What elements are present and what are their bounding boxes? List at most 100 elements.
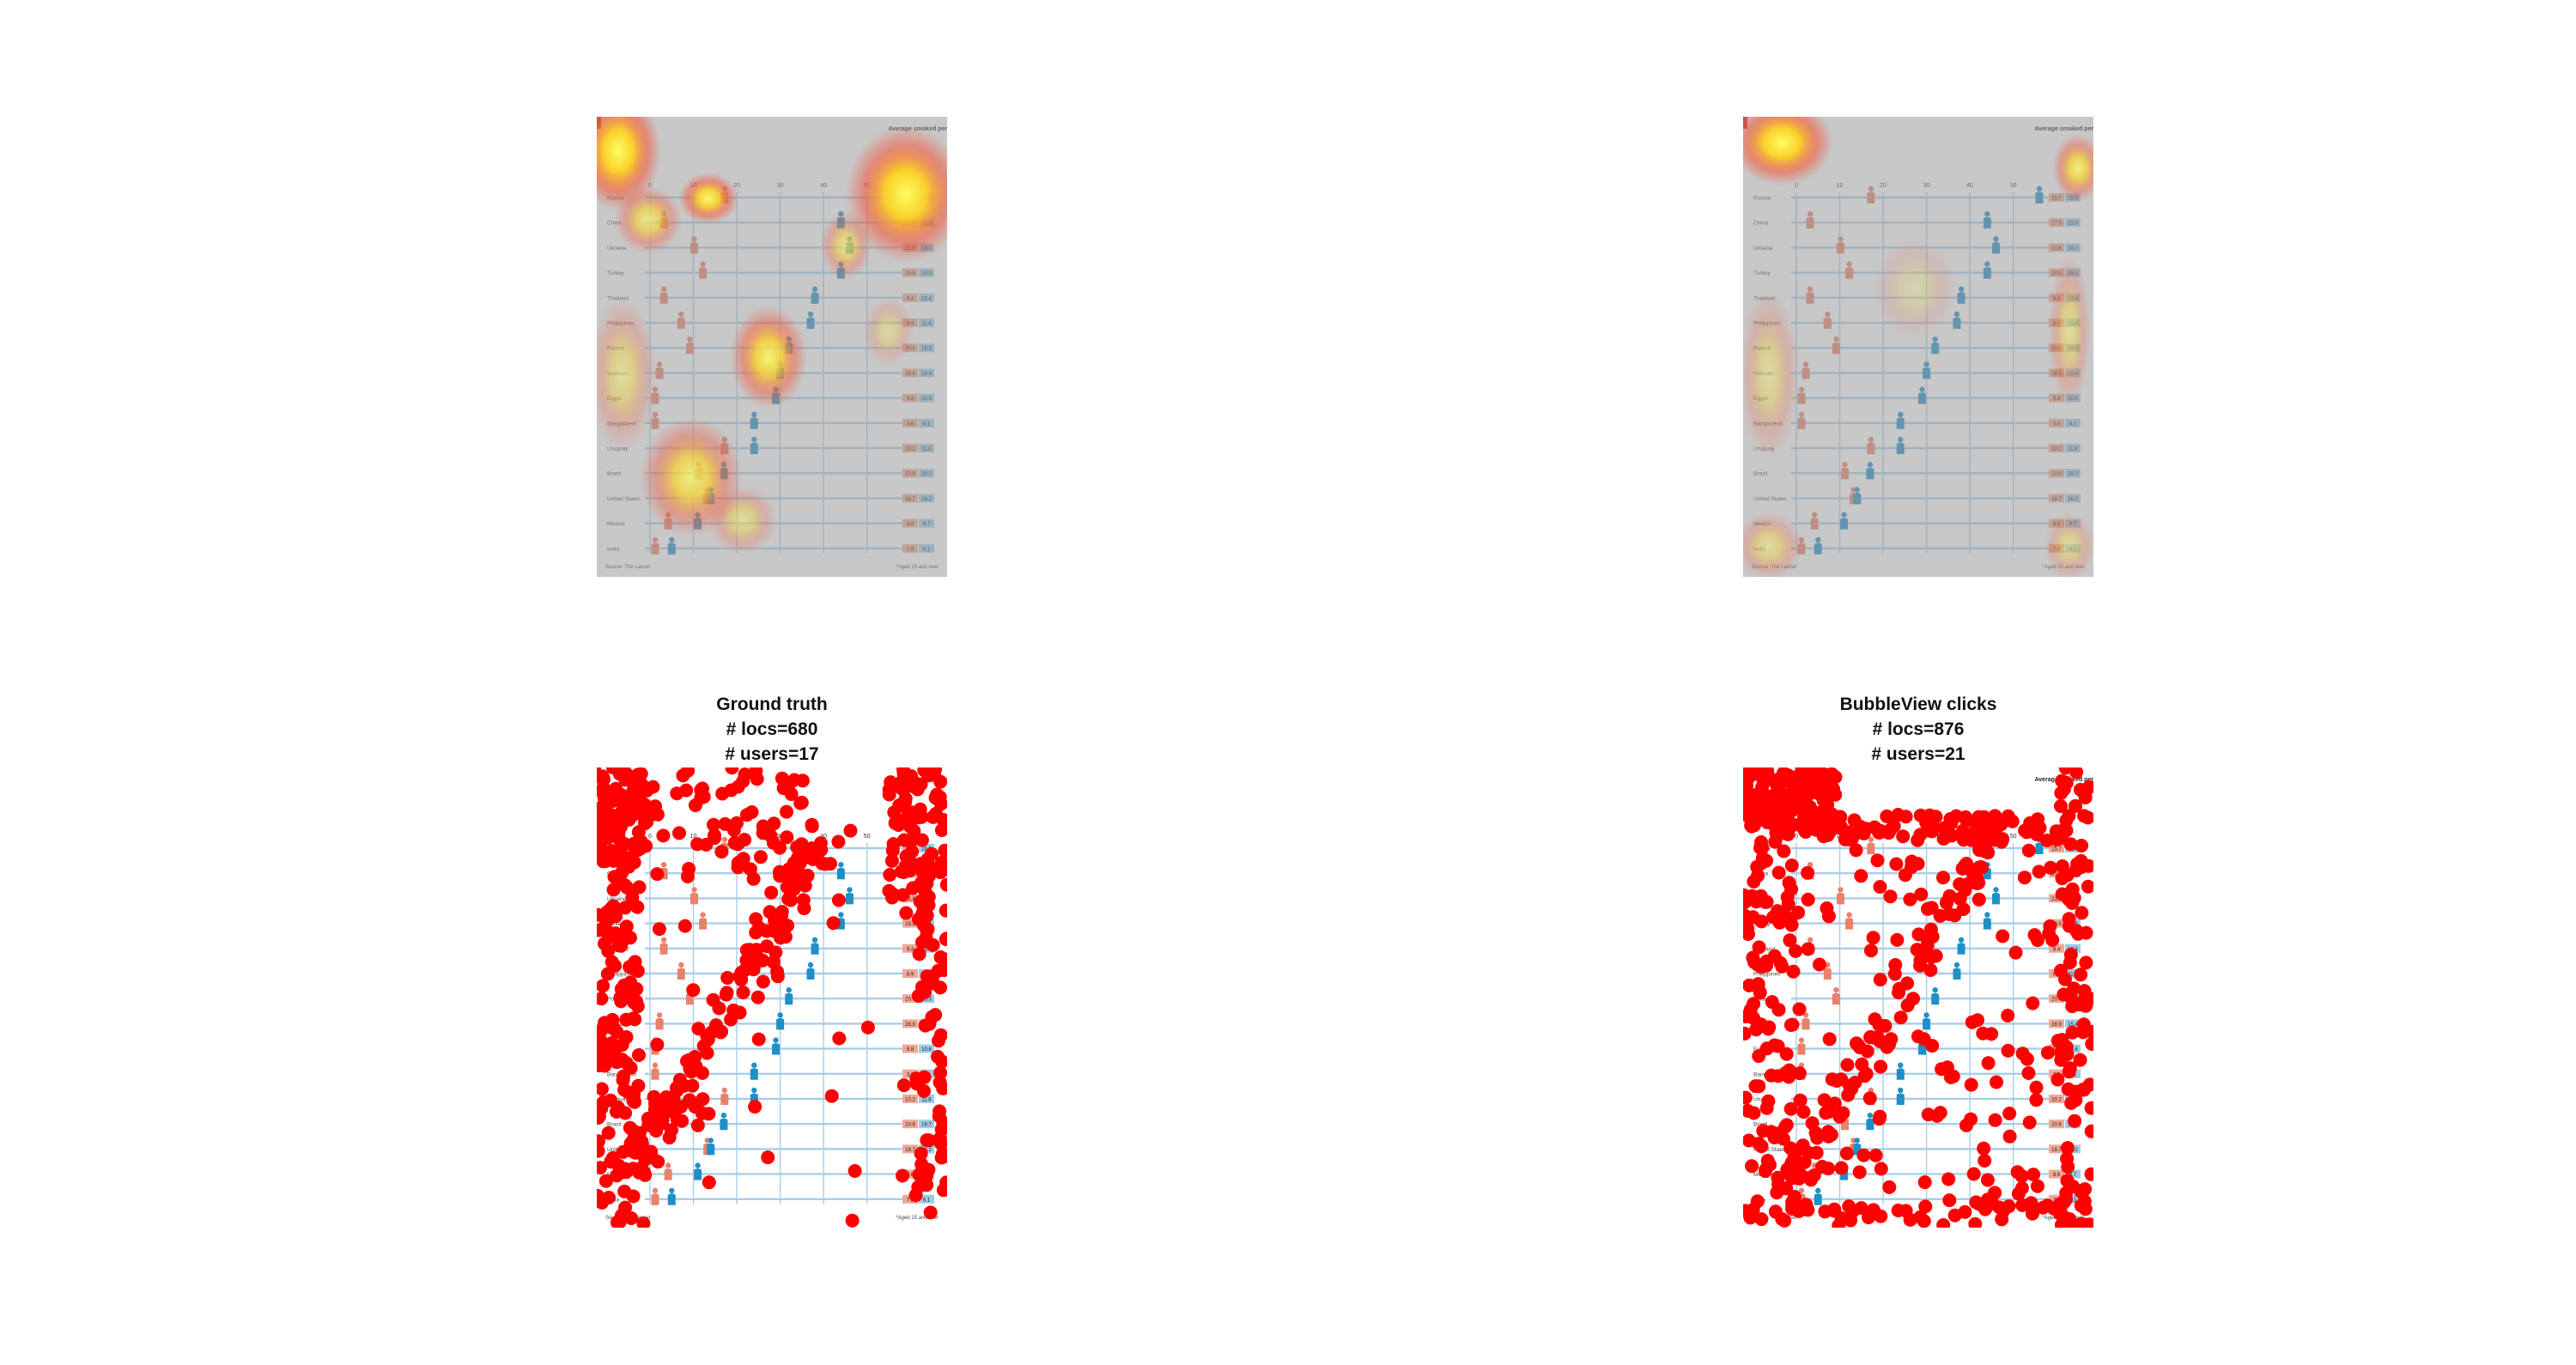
male-icon xyxy=(1957,937,1965,955)
click-point xyxy=(725,767,739,775)
click-point xyxy=(1849,843,1863,858)
male-value-box xyxy=(2065,1194,2081,1204)
click-point xyxy=(1923,821,1937,835)
click-point xyxy=(617,978,631,992)
female-icon xyxy=(1801,1012,1810,1030)
click-point xyxy=(896,1078,911,1093)
click-point xyxy=(1857,1069,1872,1083)
click-point xyxy=(2040,1198,2055,1213)
click-point xyxy=(739,808,754,822)
click-point xyxy=(2055,871,2069,886)
click-point xyxy=(1808,1125,1823,1140)
click-point xyxy=(1990,1075,2003,1089)
click-point xyxy=(843,823,858,838)
female-value: 15.7 xyxy=(2051,847,2062,852)
male-value: 18.3 xyxy=(921,998,932,1003)
female-value-box xyxy=(2049,1169,2064,1179)
click-point xyxy=(1747,874,1761,889)
heatmap-blob xyxy=(1872,237,1958,340)
click-point xyxy=(793,796,808,810)
click-point xyxy=(1944,1070,1958,1084)
click-point xyxy=(776,781,791,796)
click-point xyxy=(1755,780,1770,795)
female-value-box xyxy=(2049,844,2064,852)
click-point xyxy=(885,843,900,858)
male-value-box xyxy=(919,844,934,852)
click-point xyxy=(1971,819,1984,834)
click-point xyxy=(617,878,632,892)
bubbleview-title-text: BubbleView clicks xyxy=(1839,695,1997,714)
click-point xyxy=(2022,1115,2037,1130)
click-point xyxy=(2002,1199,2016,1214)
female-value-box xyxy=(2049,1144,2064,1154)
click-point xyxy=(746,871,761,886)
click-point xyxy=(1981,1056,1996,1071)
click-point xyxy=(1854,869,1868,883)
country-label: Brazil xyxy=(607,1122,622,1128)
click-point xyxy=(920,969,934,984)
click-point xyxy=(1856,1148,1871,1162)
click-point xyxy=(631,1078,646,1093)
male-icon xyxy=(1923,1012,1931,1030)
click-point xyxy=(933,1131,947,1145)
click-point xyxy=(1795,767,1809,776)
click-point xyxy=(805,819,819,834)
click-point xyxy=(597,1195,609,1210)
click-point xyxy=(936,1183,947,1198)
click-point xyxy=(1872,1018,1886,1033)
click-point xyxy=(2054,963,2069,978)
click-point xyxy=(1899,810,1913,824)
female-value-box xyxy=(2049,919,2064,928)
click-point xyxy=(638,1168,653,1182)
heatmap-blob xyxy=(614,185,683,254)
heatmap-blob xyxy=(2044,512,2093,577)
click-point xyxy=(1771,865,1786,880)
click-point xyxy=(2017,871,2032,885)
female-value-box xyxy=(2049,894,2064,903)
click-point xyxy=(1882,1037,1897,1052)
click-point xyxy=(753,850,768,864)
click-point xyxy=(2029,1080,2044,1095)
female-value: 20.0 xyxy=(2051,998,2062,1003)
click-point xyxy=(933,1065,947,1080)
female-icon xyxy=(699,912,708,930)
click-point xyxy=(756,974,770,989)
click-point xyxy=(597,819,607,834)
click-point xyxy=(1794,1168,1808,1183)
click-point xyxy=(1977,1141,1991,1156)
click-point xyxy=(2055,774,2069,788)
click-point xyxy=(626,1189,641,1204)
click-point xyxy=(1755,840,1770,855)
heatmap-ground-truth-panel: 01020304050Average smoked per day by:Rus… xyxy=(597,117,947,577)
click-point xyxy=(679,783,694,798)
click-point xyxy=(795,774,810,788)
heatmap-bubbleview-panel: 01020304050Average smoked per day by:Rus… xyxy=(1743,117,2093,577)
click-point xyxy=(1880,809,1894,823)
click-point xyxy=(2008,945,2023,960)
click-point xyxy=(2067,981,2081,996)
click-point xyxy=(610,1168,624,1183)
click-point xyxy=(1759,1101,1774,1115)
click-point xyxy=(2001,1043,2015,1058)
click-point xyxy=(1889,857,1904,871)
click-point xyxy=(1862,1210,1876,1225)
click-point xyxy=(1958,1204,1972,1219)
click-point xyxy=(1981,846,1996,860)
click-point xyxy=(760,939,775,954)
click-point xyxy=(631,767,646,782)
click-point xyxy=(1906,992,1920,1006)
click-point xyxy=(1746,910,1760,925)
heatmap-blob xyxy=(820,211,872,280)
click-point xyxy=(1743,1104,1755,1118)
female-value: 18.7 xyxy=(905,1148,915,1153)
click-point xyxy=(2076,1025,2090,1040)
heatmap-blob xyxy=(597,297,657,452)
female-value: 8.6 xyxy=(2053,1173,2061,1178)
click-point xyxy=(605,955,619,969)
click-point xyxy=(682,1053,696,1067)
click-point xyxy=(903,819,918,834)
click-point xyxy=(1746,795,1759,810)
click-point xyxy=(1801,892,1815,907)
click-point xyxy=(896,888,910,902)
click-point xyxy=(720,971,735,985)
